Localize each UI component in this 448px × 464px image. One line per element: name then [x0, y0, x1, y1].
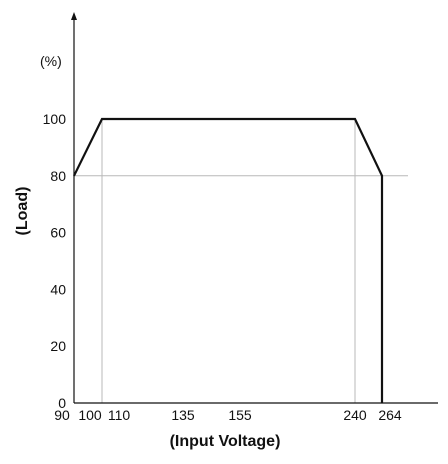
x-tick-label: 90 — [54, 407, 70, 423]
y-tick-label: 100 — [43, 111, 67, 127]
x-tick-label: 135 — [171, 407, 195, 423]
y-tick-label: 20 — [50, 338, 66, 354]
y-tick-label: 60 — [50, 225, 66, 241]
x-tick-label: 240 — [343, 407, 367, 423]
x-tick-label: 264 — [378, 407, 402, 423]
series-layer — [74, 119, 382, 403]
y-tick-label: 40 — [50, 281, 66, 297]
guide-lines — [74, 119, 408, 403]
x-tick-label: 100 — [78, 407, 102, 423]
x-tick-label: 155 — [228, 407, 252, 423]
derating-curve — [74, 119, 382, 403]
x-tick-label: 110 — [108, 407, 131, 423]
y-tick-label: 80 — [50, 168, 66, 184]
x-axis-title: (Input Voltage) — [170, 433, 281, 450]
y-unit-label: (%) — [40, 53, 62, 69]
y-axis-title: (Load) — [14, 187, 31, 236]
y-axis-arrow-icon — [71, 12, 77, 20]
